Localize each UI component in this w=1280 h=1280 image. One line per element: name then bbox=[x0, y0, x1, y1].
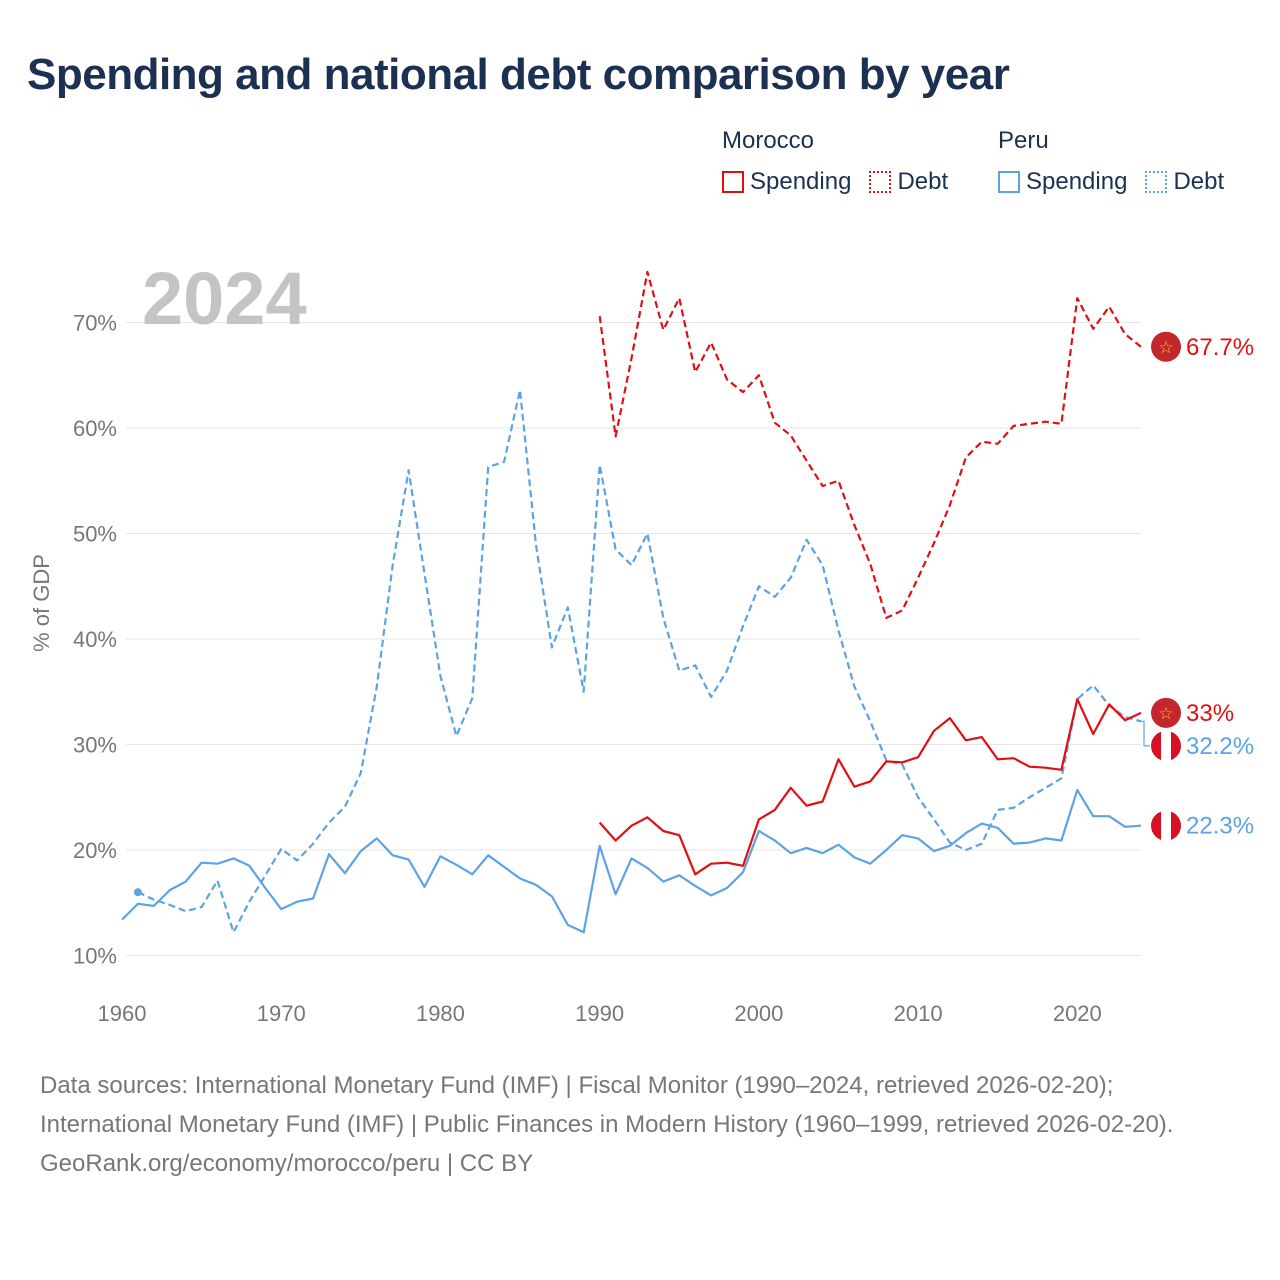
legend-group-title: Peru bbox=[998, 127, 1049, 154]
legend-group-peru: Peru Spending Debt bbox=[998, 126, 1242, 196]
end-label-marker-peru bbox=[1151, 730, 1181, 761]
legend-swatch-solid bbox=[998, 171, 1020, 193]
legend-label: Spending bbox=[1026, 168, 1128, 195]
legend-swatch-solid bbox=[722, 171, 744, 193]
x-tick-label: 1980 bbox=[416, 1001, 465, 1026]
data-sources: Data sources: International Monetary Fun… bbox=[40, 1072, 1174, 1138]
y-tick-label: 50% bbox=[73, 522, 117, 547]
x-tick-label: 1970 bbox=[257, 1001, 306, 1026]
peru-flag-icon bbox=[1151, 810, 1181, 841]
series-line-morocco-spending bbox=[598, 697, 1142, 876]
x-tick-label: 2010 bbox=[894, 1001, 943, 1026]
legend-group-title: Morocco bbox=[722, 127, 815, 154]
end-value-label: 67.7% bbox=[1186, 334, 1254, 361]
chart-footer: Data sources: International Monetary Fun… bbox=[40, 1066, 1240, 1183]
star-icon: ☆ bbox=[1158, 338, 1173, 358]
legend-swatch-dotted bbox=[1145, 171, 1168, 193]
end-label-marker-morocco: ☆ bbox=[1151, 697, 1181, 728]
x-tick-label: 2020 bbox=[1053, 1001, 1102, 1026]
legend-label: Debt bbox=[1173, 168, 1225, 195]
end-value-label: 33% bbox=[1186, 700, 1234, 727]
label-connector bbox=[1141, 720, 1150, 747]
legend-item-peru-spending[interactable]: Spending bbox=[998, 168, 1127, 196]
end-label-marker-morocco: ☆ bbox=[1151, 331, 1181, 362]
star-icon: ☆ bbox=[1158, 704, 1173, 724]
peru-flag-icon bbox=[1151, 730, 1181, 761]
end-value-label: 22.3% bbox=[1186, 813, 1254, 840]
y-tick-label: 60% bbox=[73, 416, 117, 441]
y-tick-label: 40% bbox=[73, 627, 117, 652]
series-line-peru-debt bbox=[137, 388, 1142, 934]
legend-item-morocco-debt[interactable]: Debt bbox=[869, 168, 948, 196]
morocco-flag-icon bbox=[1151, 331, 1181, 362]
y-tick-label: 70% bbox=[73, 311, 117, 336]
morocco-flag-icon bbox=[1151, 697, 1181, 728]
legend-item-morocco-spending[interactable]: Spending bbox=[722, 168, 851, 196]
legend-label: Debt bbox=[897, 168, 949, 195]
legend-item-peru-debt[interactable]: Debt bbox=[1145, 168, 1224, 196]
line-chart: 2024 % of GDP 10% 20% 30% 40% 50% 60% 70% 1960 1… bbox=[29, 257, 1254, 1026]
credit-link[interactable]: GeoRank.org/economy/morocco/peru | CC BY bbox=[40, 1150, 534, 1177]
y-tick-label: 10% bbox=[73, 944, 117, 969]
y-tick-label: 20% bbox=[73, 838, 117, 863]
x-tick-label: 1960 bbox=[98, 1001, 147, 1026]
x-tick-label: 2000 bbox=[734, 1001, 783, 1026]
end-value-label: 32.2% bbox=[1186, 733, 1254, 760]
legend-label: Spending bbox=[750, 168, 852, 195]
series-start-point bbox=[133, 888, 142, 897]
chart-title: Spending and national debt comparison by… bbox=[27, 50, 1010, 99]
y-tick-label: 30% bbox=[73, 733, 117, 758]
series-line-peru-spending bbox=[121, 788, 1142, 934]
series-line-morocco-debt bbox=[598, 270, 1142, 620]
x-tick-label: 1990 bbox=[575, 1001, 624, 1026]
legend-swatch-dotted bbox=[869, 171, 892, 193]
end-label-marker-peru bbox=[1151, 810, 1181, 841]
year-watermark: 2024 bbox=[142, 257, 307, 340]
legend-group-morocco: Morocco Spending Debt bbox=[722, 126, 966, 196]
y-axis-label: % of GDP bbox=[29, 554, 54, 652]
